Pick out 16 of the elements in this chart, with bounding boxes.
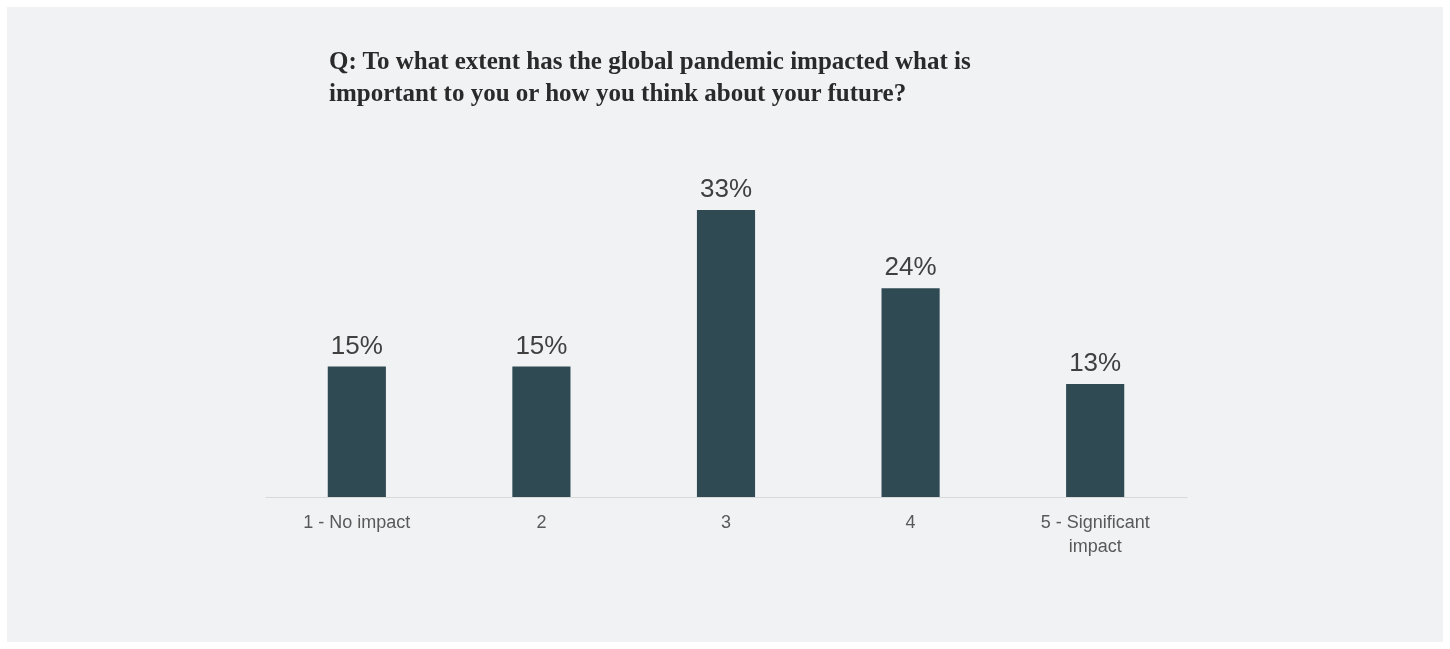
bar (512, 366, 571, 497)
data-label: 15% (330, 329, 383, 360)
x-tick-label: 3 (720, 511, 732, 532)
bar (1066, 383, 1125, 497)
data-label: 33% (699, 173, 753, 203)
x-tick-label: 2 (536, 511, 547, 532)
x-tick-label: 5 - Significant impact (1040, 511, 1150, 556)
x-tick-label: 4 (905, 511, 916, 532)
data-label: 13% (1069, 346, 1122, 377)
bar (696, 210, 756, 497)
data-label: 15% (515, 329, 568, 360)
x-tick-label: 1 - No impact (303, 511, 411, 532)
bar (327, 366, 386, 497)
chart-title: Q: To what extent has the global pandemic impacted what is important to you or how you think about your future? (329, 47, 971, 106)
bar (881, 288, 940, 497)
data-label: 24% (884, 251, 937, 282)
